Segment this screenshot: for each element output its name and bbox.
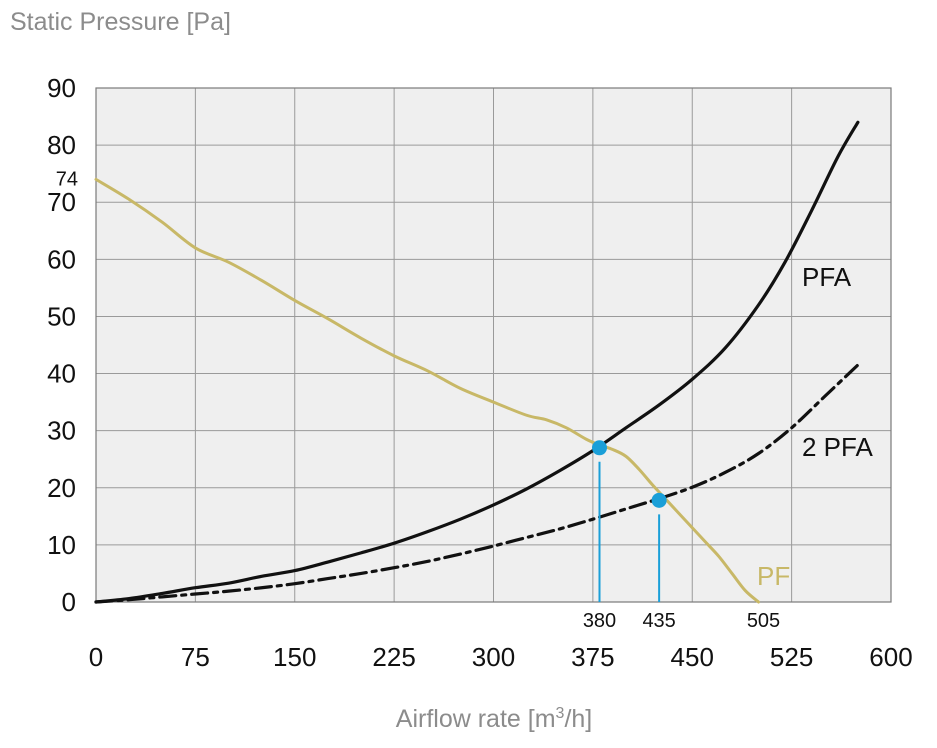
operating-point-label: 435 [642, 610, 675, 632]
series-group [94, 120, 860, 604]
y-tick-label: 10 [47, 530, 76, 560]
y-tick-label: 50 [47, 301, 76, 331]
operating-point-label: 380 [583, 610, 616, 632]
y-tick-label: 80 [47, 130, 76, 160]
y-axis-title: Static Pressure [Pa] [10, 8, 231, 36]
x-tick-label: 75 [181, 642, 210, 672]
series-line-pf [94, 177, 760, 604]
x-tick-label: 600 [869, 642, 912, 672]
operating-point-marker [592, 440, 607, 456]
x-axis-title: Airflow rate [m3/h] [396, 705, 592, 733]
x-axis-ticks: 0 75 150 225 300 375 450 525 600 [89, 642, 913, 672]
x-tick-label: 225 [372, 642, 415, 672]
series-label-2-pfa: 2 PFA [802, 432, 873, 462]
y-tick-label: 40 [47, 359, 76, 389]
operating-points: 380 435 505 [583, 440, 780, 632]
y-tick-label: 30 [47, 416, 76, 446]
y-tick-label: 90 [47, 73, 76, 103]
y-tick-label: 20 [47, 473, 76, 503]
operating-point-marker [651, 492, 667, 508]
series-label-pfa: PFA [802, 262, 852, 292]
x-tick-label: 300 [472, 642, 515, 672]
series-line-pfa [94, 120, 860, 604]
y-axis-ticks: 0 10 20 30 40 50 60 70 80 90 74 [47, 73, 78, 617]
annotation-label: 505 [747, 610, 780, 632]
x-tick-label: 150 [273, 642, 316, 672]
x-tick-label: 0 [89, 642, 103, 672]
grid-lines [95, 87, 892, 603]
y-tick-label: 0 [62, 587, 76, 617]
series-line-2-pfa [94, 363, 860, 604]
y-tick-label-extra: 74 [56, 168, 78, 190]
series-labels: PF PFA 2 PFA [757, 262, 873, 591]
x-tick-label: 375 [571, 642, 614, 672]
series-label-pf: PF [757, 561, 790, 591]
y-tick-label: 70 [47, 187, 76, 217]
x-tick-label: 525 [770, 642, 813, 672]
y-tick-label: 60 [47, 244, 76, 274]
x-tick-label: 450 [671, 642, 714, 672]
plot-frame [95, 87, 892, 603]
